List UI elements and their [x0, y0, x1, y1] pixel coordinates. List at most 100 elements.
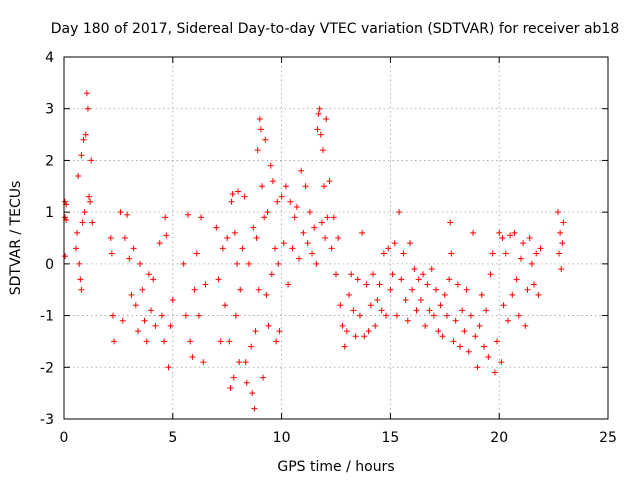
data-point — [287, 198, 294, 205]
data-point — [511, 229, 518, 236]
data-point — [485, 353, 492, 360]
data-point — [251, 405, 258, 412]
y-tick-label: -2 — [40, 360, 54, 376]
data-point — [461, 328, 468, 335]
y-tick-label: 3 — [45, 102, 54, 118]
data-points — [62, 90, 567, 412]
data-point — [275, 260, 282, 267]
data-point — [454, 281, 461, 288]
data-point — [404, 317, 411, 324]
data-point — [311, 224, 318, 231]
data-point — [80, 136, 87, 143]
data-point — [476, 322, 483, 329]
y-tick-label: 4 — [45, 50, 54, 66]
data-point — [261, 214, 268, 221]
data-point — [411, 266, 418, 273]
data-point — [359, 229, 366, 236]
data-point — [233, 260, 240, 267]
data-point — [77, 276, 84, 283]
data-point — [374, 297, 381, 304]
data-point — [376, 281, 383, 288]
data-point — [557, 229, 564, 236]
data-point — [324, 214, 331, 221]
data-point — [498, 359, 505, 366]
y-tick-label: -3 — [40, 412, 54, 428]
data-point — [413, 307, 420, 314]
data-point — [417, 297, 424, 304]
x-axis-label: GPS time / hours — [277, 459, 394, 475]
data-point — [228, 198, 235, 205]
data-point — [335, 235, 342, 241]
data-point — [291, 214, 298, 221]
data-point — [75, 172, 82, 179]
grid-lines — [64, 57, 608, 419]
chart-title: Day 180 of 2017, Sidereal Day-to-day VTE… — [51, 21, 620, 37]
data-point — [533, 250, 540, 257]
data-point — [439, 333, 446, 340]
data-point — [276, 328, 283, 335]
x-tick-label: 25 — [599, 430, 617, 446]
data-point — [560, 219, 567, 226]
data-point — [337, 302, 344, 309]
data-point — [389, 271, 396, 278]
data-point — [76, 260, 83, 267]
x-tick-label: 0 — [60, 430, 69, 446]
data-point — [187, 338, 194, 345]
data-point — [448, 250, 455, 257]
data-point — [124, 211, 131, 218]
data-point — [182, 312, 189, 319]
axis-ticks: 0 5 10 15 20 25 -3 -2 -1 0 1 2 3 4 — [40, 50, 617, 446]
data-point — [420, 271, 427, 278]
y-axis-label: SDTVAR / TECUs — [8, 181, 24, 296]
data-point — [558, 266, 565, 273]
data-point — [161, 338, 168, 345]
data-point — [537, 245, 544, 252]
data-point — [272, 245, 279, 252]
data-point — [121, 235, 128, 241]
data-point — [74, 229, 81, 236]
data-point — [333, 271, 339, 278]
data-point — [400, 250, 407, 257]
data-point — [387, 286, 394, 293]
data-point — [526, 235, 533, 241]
data-point — [496, 229, 503, 236]
data-point — [500, 302, 507, 309]
data-point — [341, 343, 348, 350]
data-point — [280, 240, 287, 247]
data-point — [254, 147, 261, 154]
data-point — [119, 317, 126, 324]
data-point — [459, 307, 466, 314]
data-point — [474, 364, 481, 371]
data-point — [262, 136, 269, 143]
data-point — [282, 183, 289, 190]
data-point — [285, 281, 292, 288]
data-point — [256, 116, 263, 123]
data-point — [304, 240, 311, 247]
data-point — [273, 338, 280, 345]
data-point — [185, 211, 192, 218]
data-point — [298, 167, 305, 174]
data-point — [257, 126, 264, 133]
data-point — [467, 312, 474, 319]
data-point — [217, 338, 224, 345]
data-point — [296, 255, 303, 262]
data-point — [145, 271, 152, 278]
data-point — [264, 209, 271, 216]
data-point — [130, 245, 137, 252]
data-point — [406, 240, 413, 247]
data-point — [316, 105, 323, 112]
data-point — [109, 312, 116, 319]
data-point — [350, 307, 357, 314]
data-point — [435, 328, 442, 335]
data-point — [87, 198, 94, 205]
data-point — [227, 384, 234, 391]
data-point — [437, 302, 444, 309]
data-point — [507, 232, 514, 239]
data-point — [235, 188, 242, 195]
data-point — [250, 224, 257, 231]
data-point — [180, 260, 187, 267]
data-point — [241, 193, 248, 200]
data-point — [430, 312, 437, 319]
data-point — [509, 291, 516, 298]
data-point — [263, 291, 270, 298]
